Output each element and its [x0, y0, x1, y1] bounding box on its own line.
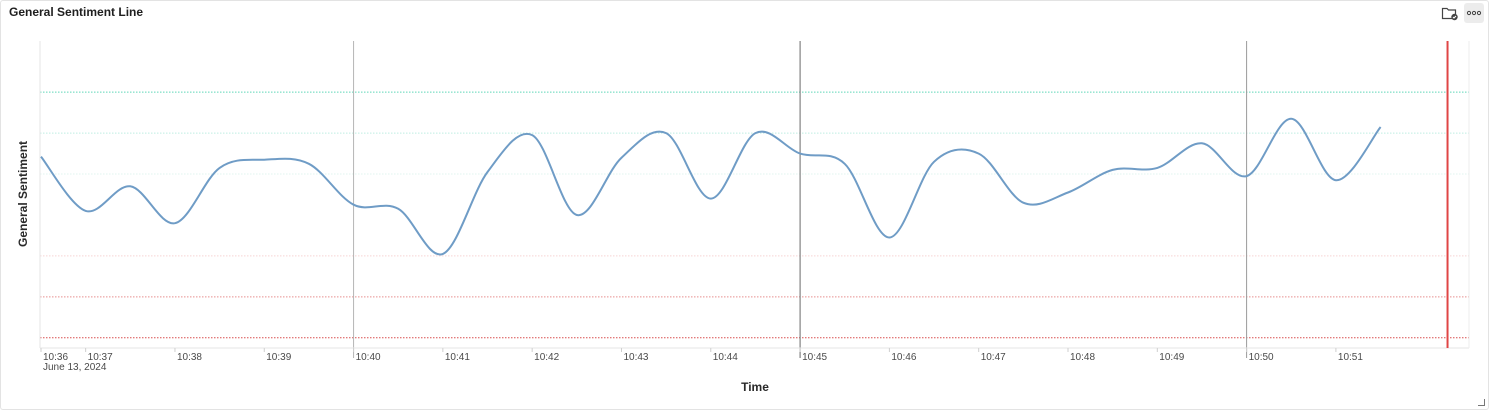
- x-tick-label: 10:37: [88, 352, 113, 363]
- x-tick-label: 10:38: [177, 352, 202, 363]
- resize-handle[interactable]: [1478, 399, 1485, 406]
- x-tick-label: 10:45: [802, 352, 827, 363]
- x-tick-label: 10:42: [534, 352, 559, 363]
- x-tick-label: 10:47: [981, 352, 1006, 363]
- save-to-folder-button[interactable]: [1440, 3, 1460, 23]
- panel-header-tools: [1440, 3, 1484, 23]
- x-tick-label: 10:41: [445, 352, 470, 363]
- x-ticks: 10:36 10:37 10:38 10:39 10:40 10:41 10:42 10:43…: [40, 348, 1363, 363]
- more-horizontal-icon: [1466, 10, 1482, 16]
- x-tick-label: 10:43: [623, 352, 648, 363]
- more-options-button[interactable]: [1464, 3, 1484, 23]
- sentiment-series-line: [40, 117, 1382, 256]
- x-tick-label: 10:40: [356, 352, 381, 363]
- x-tick-label: 10:51: [1338, 352, 1363, 363]
- x-tick-label: 10:46: [891, 352, 916, 363]
- x-date-label: June 13, 2024: [43, 362, 107, 373]
- reference-lines: [40, 91, 1469, 339]
- axes: [39, 41, 1470, 349]
- x-tick-label: 10:39: [266, 352, 291, 363]
- panel-title: General Sentiment Line: [9, 5, 144, 19]
- y-axis-title: General Sentiment: [16, 141, 30, 247]
- x-tick-label: 10:50: [1249, 352, 1274, 363]
- x-axis-title: Time: [741, 380, 769, 394]
- x-tick-label: 10:49: [1159, 352, 1184, 363]
- vertical-markers: [353, 41, 1248, 358]
- folder-check-icon: [1441, 7, 1458, 21]
- x-tick-label: 10:36: [43, 352, 68, 363]
- x-tick-label: 10:44: [713, 352, 738, 363]
- x-tick-label: 10:48: [1070, 352, 1095, 363]
